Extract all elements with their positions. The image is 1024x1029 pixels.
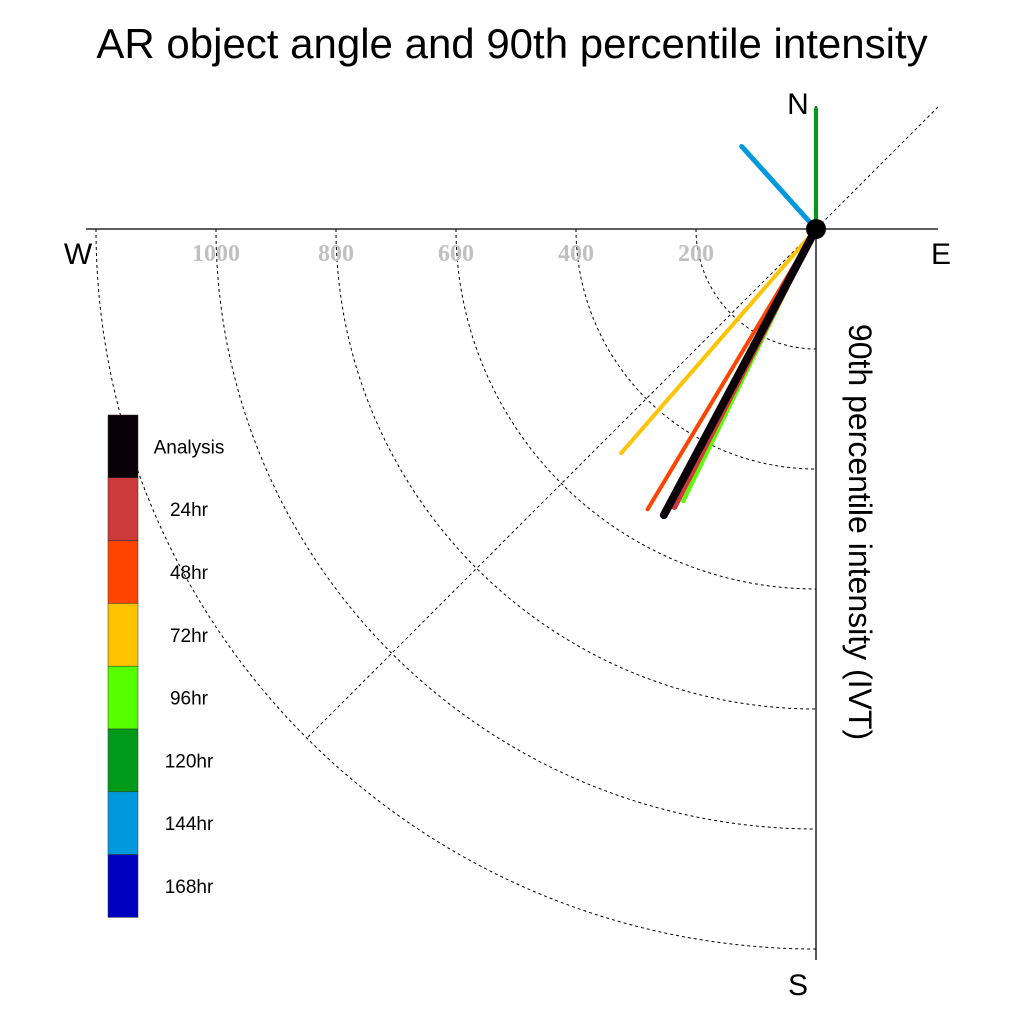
legend-swatch-24hr: [107, 477, 139, 541]
radial-tick-label: 800: [318, 241, 354, 267]
radial-tick-labels: 200 400 600 800 1000: [192, 241, 714, 267]
compass-east-label: E: [931, 238, 951, 271]
legend-swatch-72hr: [107, 603, 139, 667]
legend-label-72hr: 72hr: [170, 626, 209, 647]
grid-layer: [86, 106, 939, 960]
compass-south-label: S: [788, 969, 808, 1002]
legend-swatch-144hr: [107, 791, 139, 855]
legend-label-24hr: 24hr: [170, 500, 209, 521]
legend: Analysis 24hr 48hr 72hr 96hr 120hr 144hr 168hr: [107, 414, 225, 918]
vector-144hr: [739, 144, 819, 232]
legend-swatch-analysis: [107, 414, 139, 479]
radial-grid-arc: [695, 228, 817, 350]
legend-label-analysis: Analysis: [154, 437, 225, 458]
diagonal-guide-line: [306, 106, 939, 739]
radial-grid-arc: [455, 228, 817, 590]
radial-axis-label: 90th percentile intensity (IVT): [842, 324, 878, 740]
radial-tick-label: 400: [558, 241, 594, 267]
chart-title: AR object angle and 90th percentile inte…: [96, 20, 927, 67]
radial-grid-arc: [575, 228, 817, 470]
vectors-layer: [619, 107, 826, 520]
radial-tick-label: 200: [678, 241, 714, 267]
origin-marker: [806, 219, 826, 239]
legend-label-48hr: 48hr: [170, 563, 209, 584]
radial-tick-label: 1000: [192, 241, 240, 267]
axes-layer: N S E W 90th percentile intensity (IVT): [64, 88, 951, 1002]
legend-swatch-168hr: [107, 854, 139, 918]
radial-grid-arc-outer: [95, 228, 817, 950]
legend-swatch-96hr: [107, 665, 139, 730]
vector-analysis: [659, 225, 820, 520]
radial-grid-arc: [215, 228, 817, 830]
compass-north-label: N: [787, 88, 809, 121]
legend-label-144hr: 144hr: [165, 814, 214, 835]
legend-label-120hr: 120hr: [165, 751, 214, 772]
legend-label-168hr: 168hr: [165, 877, 214, 898]
compass-west-label: W: [64, 238, 93, 271]
radial-tick-label: 600: [438, 241, 474, 267]
legend-swatch-48hr: [107, 540, 139, 604]
vector-72hr: [619, 227, 818, 456]
legend-swatch-120hr: [107, 728, 139, 793]
legend-label-96hr: 96hr: [170, 689, 209, 710]
